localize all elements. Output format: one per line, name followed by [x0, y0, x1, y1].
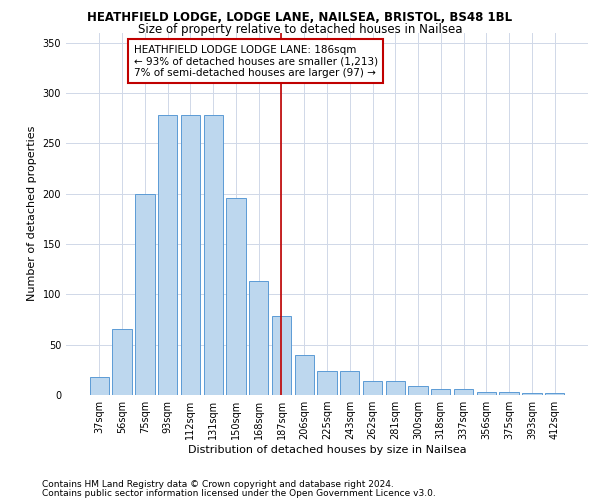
- Bar: [522, 393, 542, 395]
- Bar: [135, 194, 155, 395]
- Bar: [499, 392, 519, 395]
- Bar: [340, 371, 359, 395]
- Bar: [363, 381, 382, 395]
- Bar: [454, 389, 473, 395]
- Bar: [112, 328, 132, 395]
- Bar: [409, 386, 428, 395]
- Y-axis label: Number of detached properties: Number of detached properties: [27, 126, 37, 302]
- Bar: [90, 377, 109, 395]
- Bar: [203, 115, 223, 395]
- Text: Contains public sector information licensed under the Open Government Licence v3: Contains public sector information licen…: [42, 488, 436, 498]
- X-axis label: Distribution of detached houses by size in Nailsea: Distribution of detached houses by size …: [188, 445, 466, 455]
- Bar: [272, 316, 291, 395]
- Text: HEATHFIELD LODGE, LODGE LANE, NAILSEA, BRISTOL, BS48 1BL: HEATHFIELD LODGE, LODGE LANE, NAILSEA, B…: [88, 11, 512, 24]
- Bar: [476, 392, 496, 395]
- Text: Size of property relative to detached houses in Nailsea: Size of property relative to detached ho…: [138, 22, 462, 36]
- Bar: [386, 381, 405, 395]
- Bar: [249, 281, 268, 395]
- Bar: [226, 198, 245, 395]
- Bar: [181, 115, 200, 395]
- Bar: [317, 371, 337, 395]
- Text: Contains HM Land Registry data © Crown copyright and database right 2024.: Contains HM Land Registry data © Crown c…: [42, 480, 394, 489]
- Bar: [431, 389, 451, 395]
- Bar: [545, 393, 564, 395]
- Text: HEATHFIELD LODGE LODGE LANE: 186sqm
← 93% of detached houses are smaller (1,213): HEATHFIELD LODGE LODGE LANE: 186sqm ← 93…: [134, 44, 377, 78]
- Bar: [295, 354, 314, 395]
- Bar: [158, 115, 178, 395]
